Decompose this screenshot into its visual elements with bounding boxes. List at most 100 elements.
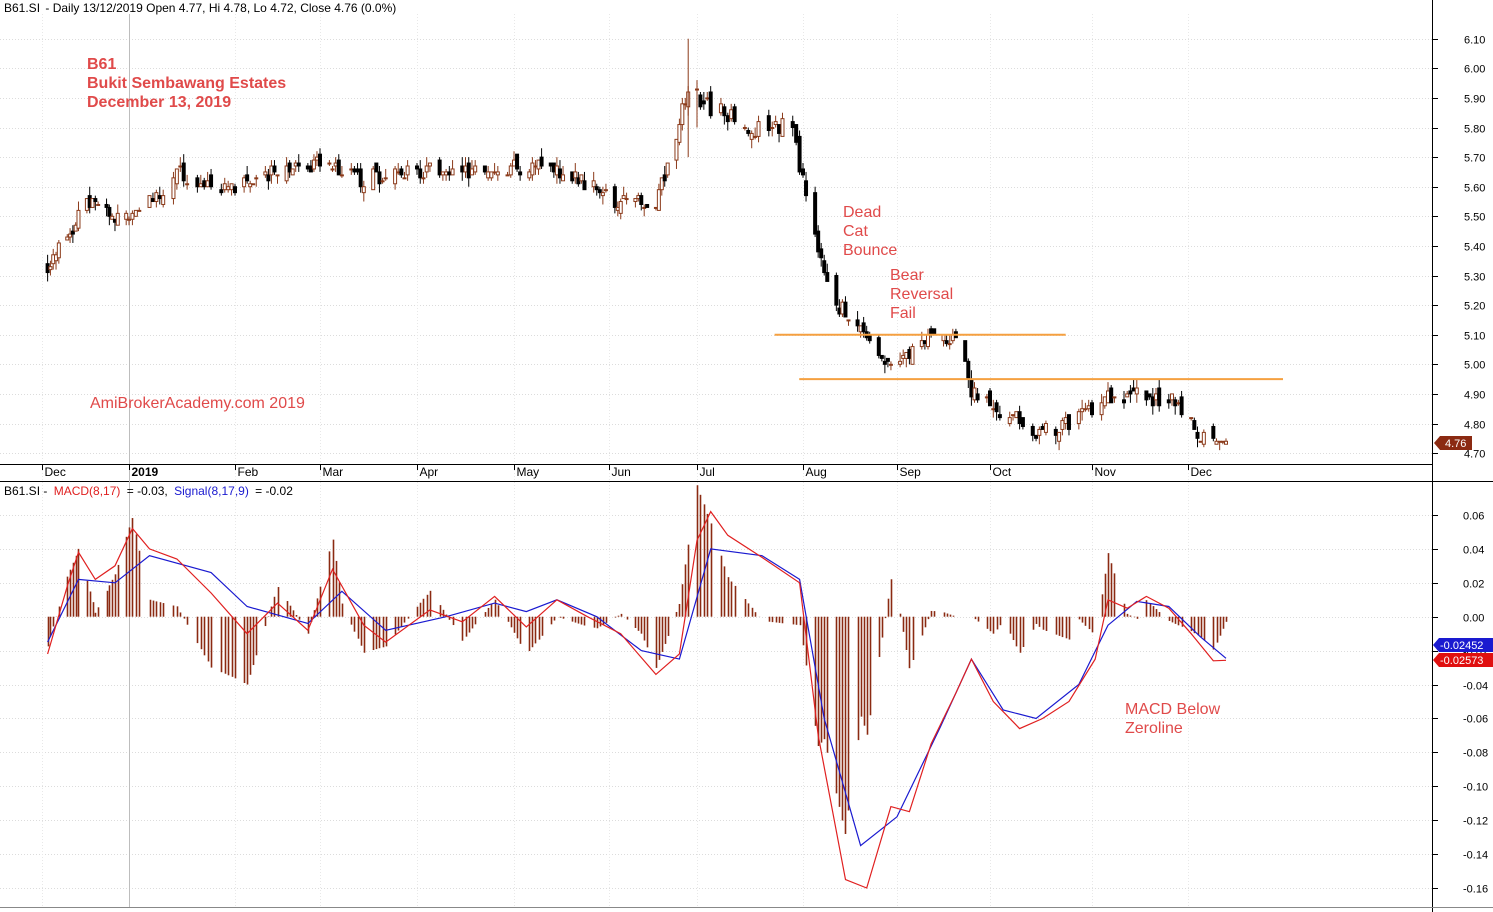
price-candle [624, 192, 629, 205]
candle-body [879, 354, 884, 359]
candle-body [1037, 428, 1042, 436]
month-label: Sep [900, 465, 922, 479]
candle-body [997, 414, 1002, 419]
price-candle [311, 154, 316, 172]
candle-body [377, 171, 382, 185]
candle-body [402, 177, 407, 180]
price-candle [405, 160, 410, 181]
candle-body [349, 168, 354, 171]
price-candle [1030, 423, 1035, 442]
price-candle [756, 115, 761, 143]
candle-body [947, 343, 952, 346]
candle-body [1157, 387, 1162, 407]
price-candle [402, 171, 407, 180]
price-candle [1166, 393, 1171, 409]
candle-body [393, 168, 398, 185]
price-candle [290, 168, 295, 176]
macd-tick-label: -0.04 [1463, 681, 1488, 693]
candle-body [825, 272, 830, 282]
price-candle [773, 115, 778, 128]
candle-body [919, 340, 924, 348]
candle-body [1112, 396, 1117, 399]
price-candle [107, 204, 112, 226]
month-label: Oct [993, 465, 1012, 479]
annotation-watermark: AmiBrokerAcademy.com 2019 [90, 395, 305, 412]
candle-body [533, 165, 538, 168]
candle-body [1131, 387, 1136, 392]
candle-body [396, 171, 401, 174]
price-candle [822, 254, 827, 276]
candle-body [582, 180, 587, 191]
candle-body [482, 165, 487, 173]
candle-body [1211, 425, 1216, 439]
candle-body [1063, 417, 1068, 425]
candle-body [137, 209, 142, 212]
price-candle [855, 311, 860, 332]
price-candle [819, 242, 824, 267]
candle-body [70, 230, 75, 235]
candle-body [352, 168, 357, 173]
candle-body [1102, 396, 1107, 407]
price-candle [561, 166, 566, 182]
candle-body [174, 168, 179, 185]
price-candle [722, 103, 727, 125]
candle-body [195, 177, 200, 188]
candle-body [68, 233, 73, 238]
candle-body [756, 121, 761, 137]
price-candle [742, 124, 747, 131]
candle-body [591, 180, 596, 188]
price-candle [1060, 417, 1065, 436]
candle-body [229, 183, 234, 191]
candle-body [966, 360, 971, 380]
month-label: May [517, 465, 540, 479]
candle-body [272, 165, 277, 173]
candle-body [1011, 414, 1016, 417]
price-candle [508, 163, 513, 178]
month-label: Nov [1095, 465, 1116, 479]
price-candle [377, 166, 382, 193]
macd-tick-label: 0.06 [1463, 511, 1484, 523]
price-candle [656, 183, 661, 211]
candle-body [330, 168, 335, 171]
price-tick-label: 5.60 [1464, 183, 1485, 195]
candle-body [512, 159, 516, 167]
macd-tick-label: -0.10 [1463, 782, 1488, 794]
price-candle [374, 162, 379, 173]
candle-body [554, 165, 559, 176]
candle-body [466, 162, 471, 179]
price-candle [518, 166, 523, 181]
price-candle [181, 154, 186, 187]
candle-body [242, 177, 247, 188]
price-candle [48, 260, 53, 276]
candle-body [742, 127, 747, 130]
candle-body [1201, 431, 1206, 445]
price-candle [557, 160, 562, 184]
price-candle [284, 157, 289, 184]
candle-body [753, 135, 758, 138]
candle-body [536, 159, 541, 170]
price-candle [573, 163, 578, 184]
price-candle [879, 354, 884, 362]
price-candle [1020, 417, 1025, 430]
candle-body [1192, 420, 1197, 430]
candle-body [185, 183, 190, 186]
candle-body [495, 171, 500, 176]
price-candle [505, 171, 510, 177]
candle-body [447, 171, 452, 176]
price-candle [427, 162, 432, 172]
candle-body [284, 165, 289, 182]
candle-body [674, 138, 679, 161]
candle-body [133, 209, 138, 217]
candle-body [1020, 417, 1025, 427]
month-label: Aug [806, 465, 827, 479]
price-candle [296, 154, 301, 172]
candle-body [732, 106, 737, 123]
price-candle [418, 160, 423, 184]
macd-tick-label: -0.16 [1463, 884, 1488, 896]
candle-body [944, 340, 949, 345]
candle-body [597, 189, 602, 194]
price-candle [371, 166, 376, 191]
annotation-bear-reversal-2: Reversal [890, 286, 953, 303]
price-candle [495, 166, 500, 181]
candle-body [1099, 402, 1104, 416]
